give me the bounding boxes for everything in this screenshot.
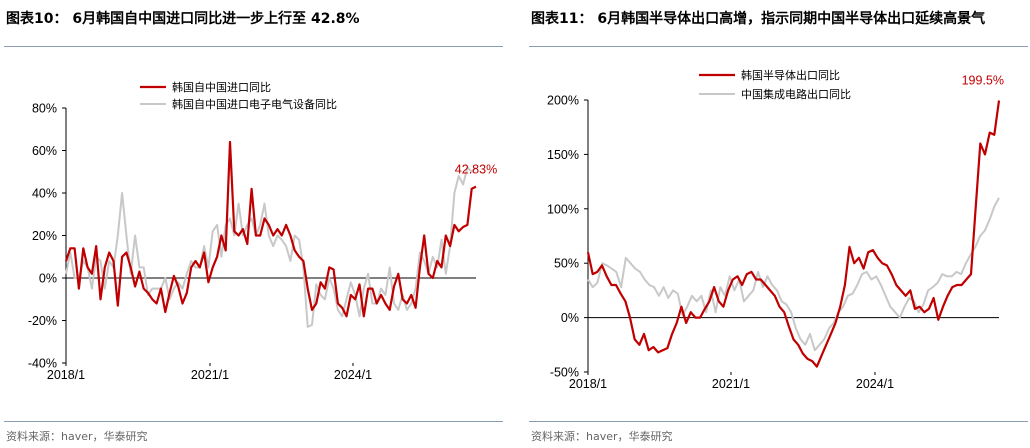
legend-label: 韩国自中国进口电子电气设备同比 (172, 97, 337, 111)
line-chart-1: 80% 60% 40% 20% 0% -20% -40%2018/1 2021/1 2024/1… (28, 80, 497, 382)
title-rule (4, 46, 503, 47)
legend-label: 韩国半导体出口同比 (741, 68, 840, 82)
y-tick-label: -40% (28, 357, 57, 371)
x-tick-label: 2021/1 (191, 368, 229, 382)
title-rule (529, 46, 1028, 47)
legend-label: 韩国自中国进口同比 (172, 80, 271, 94)
chart-title: 图表11： 6月韩国半导体出口高增，指示同期中国半导体出口延续高景气 (531, 11, 986, 27)
chart-panel-2: 图表11： 6月韩国半导体出口高增，指示同期中国半导体出口延续高景气 200% 1… (525, 0, 1030, 448)
y-tick-label: 50% (554, 257, 579, 271)
y-tick-label: 40% (32, 187, 57, 201)
series-line-secondary (587, 197, 1000, 352)
y-tick-label: 0% (39, 272, 57, 286)
source-rule (4, 421, 503, 422)
series-line-primary (586, 100, 1001, 368)
chart-title: 图表10： 6月韩国自中国进口同比进一步上行至 42.8% (6, 11, 360, 27)
y-tick-label: -20% (28, 314, 57, 328)
y-tick-label: 60% (32, 144, 57, 158)
y-tick-label: 150% (547, 148, 579, 162)
series-line-secondary (65, 166, 477, 328)
y-tick-label: 20% (32, 229, 57, 243)
source-note: 资料来源：haver，华泰研究 (6, 430, 148, 443)
x-tick-label: 2021/1 (712, 377, 750, 391)
y-tick-label: 0% (561, 311, 579, 325)
x-tick-label: 2018/1 (47, 368, 85, 382)
chart-panel-1: 图表10： 6月韩国自中国进口同比进一步上行至 42.8% 80% 60% 40% 2… (0, 0, 505, 448)
end-value-label: 42.83% (455, 163, 497, 177)
source-rule (529, 421, 1028, 422)
x-tick-label: 2024/1 (856, 377, 894, 391)
x-tick-label: 2018/1 (569, 377, 607, 391)
y-tick-label: 80% (32, 102, 57, 116)
y-tick-label: 100% (547, 202, 579, 216)
y-tick-label: -50% (550, 366, 579, 380)
series-line-primary (64, 140, 477, 318)
source-note: 资料来源：haver，华泰研究 (531, 430, 673, 443)
y-tick-label: 200% (547, 94, 579, 108)
legend-label: 中国集成电路出口同比 (741, 87, 851, 101)
end-value-label: 199.5% (962, 74, 1004, 88)
line-chart-2: 200% 150% 100% 50% 0% -50%2018/1 2021/1 2024/1 1… (547, 68, 1004, 391)
x-tick-label: 2024/1 (334, 368, 372, 382)
